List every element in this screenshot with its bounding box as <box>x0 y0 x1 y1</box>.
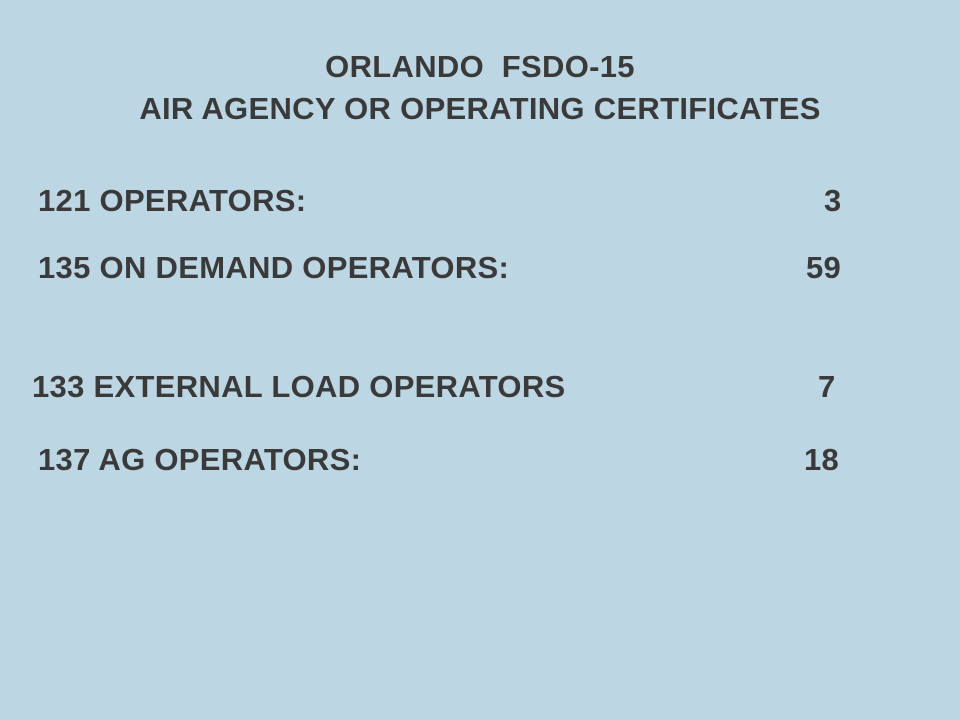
row-value-133: 7 <box>818 369 836 404</box>
row-label-137: 137 AG OPERATORS: <box>38 442 362 477</box>
row-label-133: 133 EXTERNAL LOAD OPERATORS <box>32 369 566 404</box>
row-value-137: 18 <box>804 442 840 477</box>
row-value-135: 59 <box>806 250 842 285</box>
row-label-135: 135 ON DEMAND OPERATORS: <box>38 250 510 285</box>
slide-subtitle: AIR AGENCY OR OPERATING CERTIFICATES <box>139 91 821 126</box>
slide-title: ORLANDO FSDO-15 <box>325 49 635 84</box>
row-value-121: 3 <box>824 183 842 218</box>
row-label-121: 121 OPERATORS: <box>38 183 307 218</box>
